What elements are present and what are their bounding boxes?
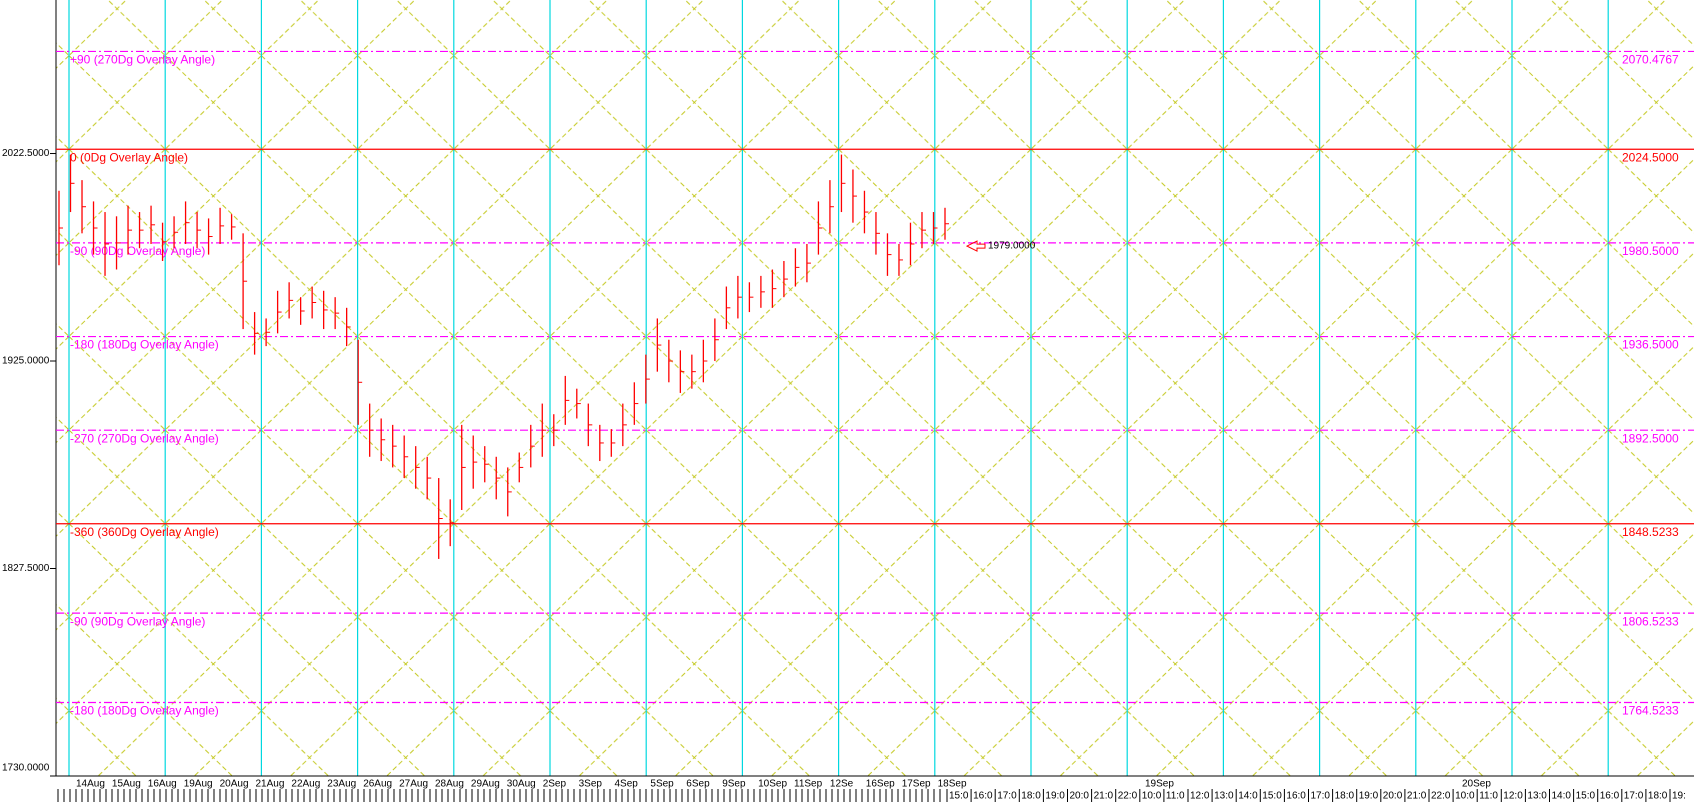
hour-label: 21:0 <box>1094 791 1114 802</box>
date-label: 19Sep <box>1145 779 1174 790</box>
hour-label: 19:0 <box>1359 791 1379 802</box>
level-value-label: 2070.4767 <box>1622 53 1679 67</box>
hour-label: 14:0 <box>1238 791 1258 802</box>
hour-label: 10:0 <box>1455 791 1475 802</box>
date-label: 27Aug <box>399 779 428 790</box>
hour-label: 15:0 <box>1576 791 1596 802</box>
hour-label: 16:0 <box>1286 791 1306 802</box>
y-tick-label: 1827.5000 <box>2 563 50 574</box>
date-label: 10Sep <box>758 779 787 790</box>
date-label: 26Aug <box>363 779 392 790</box>
hour-label: 16:0 <box>1600 791 1620 802</box>
price-marker <box>965 240 986 252</box>
date-label: 20Sep <box>1462 779 1491 790</box>
date-label: 17Sep <box>902 779 931 790</box>
hour-label: 14:0 <box>1552 791 1572 802</box>
level-label: -90 (90Dg Overlay Angle) <box>70 614 205 628</box>
y-tick-label: 1925.0000 <box>2 356 50 367</box>
level-label: -180 (180Dg Overlay Angle) <box>70 704 219 718</box>
date-label: 22Aug <box>291 779 320 790</box>
hour-label: 17:0 <box>1311 791 1331 802</box>
date-label: 21Aug <box>256 779 285 790</box>
hour-label: 17:0 <box>997 791 1017 802</box>
hour-label: 15:0 <box>1262 791 1282 802</box>
date-label: 23Aug <box>327 779 356 790</box>
date-label: 9Sep <box>722 779 746 790</box>
hour-label: 22:0 <box>1118 791 1138 802</box>
hour-label: 22:0 <box>1431 791 1451 802</box>
date-label: 29Aug <box>471 779 500 790</box>
date-label: 28Aug <box>435 779 464 790</box>
hour-label: 18:0 <box>1335 791 1355 802</box>
date-label: 18Sep <box>938 779 967 790</box>
hour-label: 17:0 <box>1624 791 1644 802</box>
level-value-label: 1848.5233 <box>1622 525 1679 539</box>
hour-label: 18:0 <box>1648 791 1668 802</box>
date-label: 2Sep <box>543 779 567 790</box>
date-label: 15Aug <box>112 779 141 790</box>
hour-label: 15:0 <box>949 791 969 802</box>
hour-label: 19: <box>1672 791 1686 802</box>
price-marker-label: 1979.0000 <box>988 241 1036 252</box>
level-value-label: 2024.5000 <box>1622 150 1679 164</box>
level-label: 0 (0Dg Overlay Angle) <box>70 150 188 164</box>
date-label: 30Aug <box>507 779 536 790</box>
time-grid <box>68 0 1609 776</box>
level-label: -180 (180Dg Overlay Angle) <box>70 338 219 352</box>
date-label: 6Sep <box>686 779 710 790</box>
hour-label: 12:0 <box>1190 791 1210 802</box>
y-tick-label: 2022.5000 <box>2 148 50 159</box>
level-value-label: 1980.5000 <box>1622 244 1679 258</box>
level-value-label: 1892.5000 <box>1622 431 1679 445</box>
hour-label: 13:0 <box>1527 791 1547 802</box>
hour-label: 12:0 <box>1503 791 1523 802</box>
date-label: 16Aug <box>148 779 177 790</box>
hour-label: 10:0 <box>1142 791 1162 802</box>
date-label: 20Aug <box>220 779 249 790</box>
level-label: -360 (360Dg Overlay Angle) <box>70 525 219 539</box>
hour-label: 11:0 <box>1166 791 1185 802</box>
hour-label: 19:0 <box>1045 791 1065 802</box>
hour-label: 21:0 <box>1407 791 1427 802</box>
hour-label: 11:0 <box>1479 791 1498 802</box>
level-label: +90 (270Dg Overlay Angle) <box>70 53 215 67</box>
hour-label: 20:0 <box>1070 791 1090 802</box>
date-label: 12Se <box>830 779 854 790</box>
hour-label: 13:0 <box>1214 791 1234 802</box>
date-label: 11Sep <box>794 779 823 790</box>
level-value-label: 1936.5000 <box>1622 338 1679 352</box>
level-value-label: 1806.5233 <box>1622 614 1679 628</box>
angle-lattice <box>56 0 1694 776</box>
date-label: 3Sep <box>579 779 603 790</box>
hour-label: 18:0 <box>1021 791 1041 802</box>
date-label: 16Sep <box>866 779 895 790</box>
date-label: 14Aug <box>76 779 105 790</box>
hour-label: 20:0 <box>1383 791 1403 802</box>
level-label: -270 (270Dg Overlay Angle) <box>70 431 219 445</box>
level-label: -90 (90Dg Overlay Angle) <box>70 244 205 258</box>
y-tick-label: 1730.0000 <box>2 763 50 774</box>
date-label: 5Sep <box>650 779 674 790</box>
hour-label: 16:0 <box>973 791 993 802</box>
date-label: 19Aug <box>184 779 213 790</box>
level-value-label: 1764.5233 <box>1622 704 1679 718</box>
date-label: 4Sep <box>615 779 639 790</box>
